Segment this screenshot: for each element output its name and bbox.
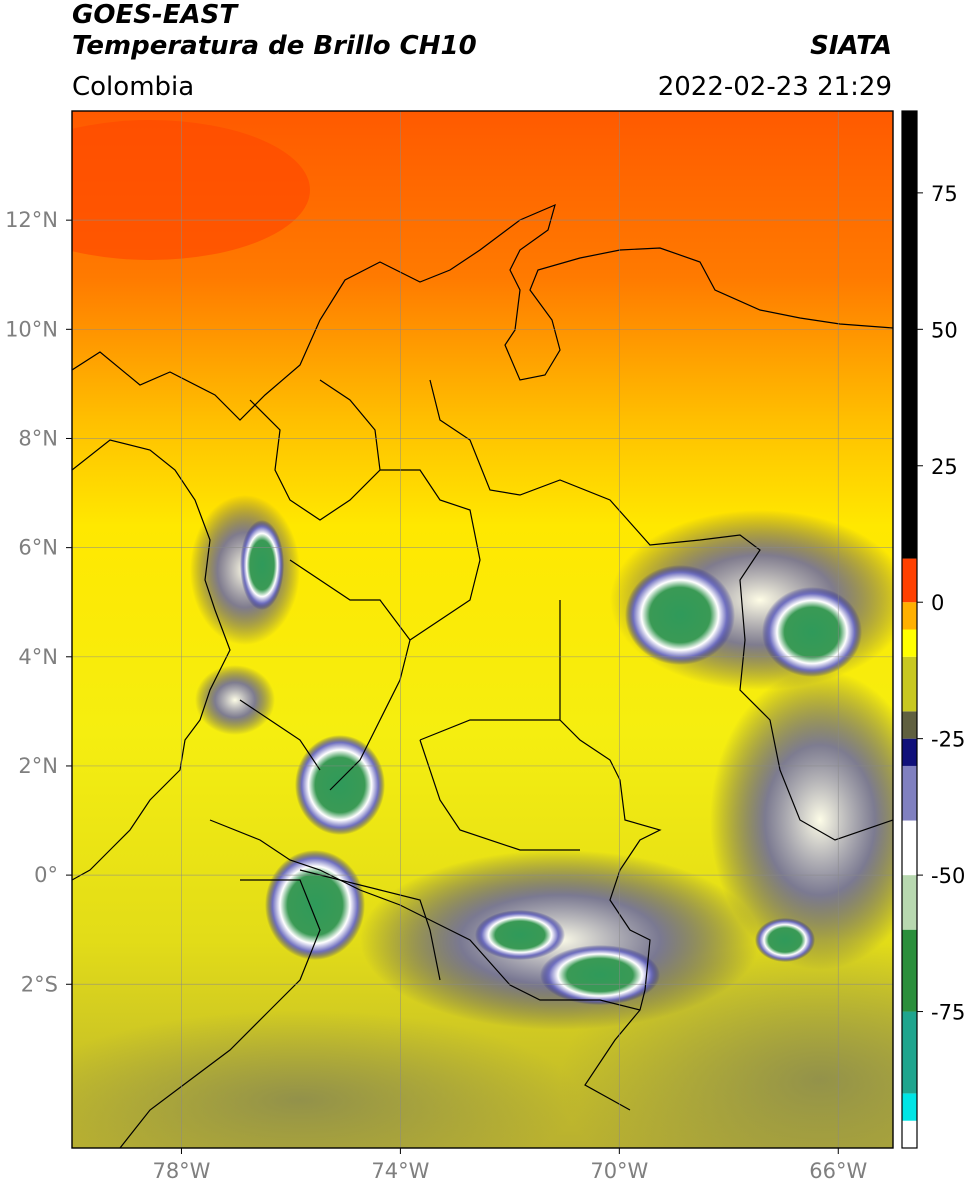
colorbar-tick-label-6: -75 [931, 1001, 965, 1025]
ecuador-border [119, 879, 321, 1148]
colorbar-segment-0 [902, 1120, 917, 1148]
storm-cell-2 [762, 587, 862, 677]
southern-border [209, 819, 641, 1011]
lon-tick-label-0: 78°W [152, 1159, 210, 1183]
colorbar-tick-label-4: -25 [931, 728, 965, 752]
storm-cell-6 [475, 910, 565, 960]
graticule [72, 111, 893, 1148]
lat-tick-label-5: 2°N [18, 754, 58, 778]
colorbar-segment-6 [902, 765, 917, 821]
lat-tick-label-4: 4°N [18, 645, 58, 669]
storm-cell-7 [240, 520, 284, 610]
colorbar-segment-12 [902, 558, 917, 603]
colorbar-segment-2 [902, 1011, 917, 1094]
lat-tick-label-7: 2°S [21, 972, 58, 996]
region-label: Colombia [72, 72, 195, 102]
colorbar-segment-5 [902, 820, 917, 876]
lat-tick-label-1: 10°N [5, 317, 58, 341]
colorbar-ticks: 75 50 25 0 -25 -50 -75 [917, 182, 965, 1025]
dept-meta [419, 719, 560, 741]
storm-cell-3 [295, 735, 385, 835]
storm-cell-5 [540, 945, 660, 1005]
lat-tick-label-2: 8°N [18, 426, 58, 450]
venezuela-border [429, 379, 893, 841]
eastern-border [559, 600, 662, 1111]
olive-area-west [72, 1010, 580, 1148]
lon-tick-label-3: 66°W [809, 1159, 867, 1183]
lat-tick-label-3: 6°N [18, 536, 58, 560]
storm-cell-1 [625, 565, 735, 665]
colorbar-segment-10 [902, 629, 917, 657]
putumayo-border [299, 869, 441, 981]
latitude-ticks: 12°N 10°N 8°N 6°N 4°N 2°N 0° 2°S [5, 208, 72, 996]
lon-tick-label-1: 74°W [371, 1159, 429, 1183]
dept-tolima [289, 559, 411, 791]
colorbar-tick-label-3: 0 [931, 591, 944, 615]
lat-tick-label-6: 0° [34, 863, 58, 887]
longitude-ticks: 78°W 74°W 70°W 66°W [152, 1148, 867, 1183]
cloud-band-east [710, 670, 893, 970]
colorbar [902, 111, 917, 1148]
lon-tick-label-2: 70°W [590, 1159, 648, 1183]
warm-area [72, 120, 310, 260]
colorbar-segment-3 [902, 929, 917, 1012]
temperature-field [72, 111, 893, 1148]
lat-tick-label-0: 12°N [5, 208, 58, 232]
dept-antioquia [249, 379, 381, 521]
colorbar-segment-1 [902, 1093, 917, 1121]
pacific-coast [72, 439, 231, 881]
colorbar-tick-label-5: -50 [931, 864, 965, 888]
colorbar-segment-4 [902, 875, 917, 930]
dept-guaviare [419, 739, 580, 851]
colorbar-tick-label-1: 50 [931, 318, 958, 342]
caribbean-coast [72, 203, 893, 421]
colorbar-tick-label-2: 25 [931, 455, 958, 479]
colorbar-segment-8 [902, 711, 917, 739]
cloud-cell-pacific [195, 665, 275, 735]
timestamp-label: 2022-02-23 21:29 [657, 72, 892, 102]
coastlines-borders [72, 203, 893, 1148]
dept-cauca [239, 699, 321, 771]
map-frame [71, 110, 894, 1149]
colorbar-frame [901, 110, 918, 1149]
colorbar-segment-9 [902, 656, 917, 712]
product-subtitle: Temperatura de Brillo CH10 [72, 31, 477, 61]
storm-cell-8 [755, 918, 815, 962]
colorbar-segment-13 [902, 111, 917, 559]
brand-label: SIATA [810, 31, 892, 61]
dept-boyaca [380, 469, 481, 641]
product-title: GOES-EAST [72, 0, 238, 30]
storm-cell-4 [265, 850, 365, 960]
colorbar-tick-label-0: 75 [931, 182, 958, 206]
colorbar-segment-11 [902, 602, 917, 630]
colorbar-segment-7 [902, 738, 917, 766]
